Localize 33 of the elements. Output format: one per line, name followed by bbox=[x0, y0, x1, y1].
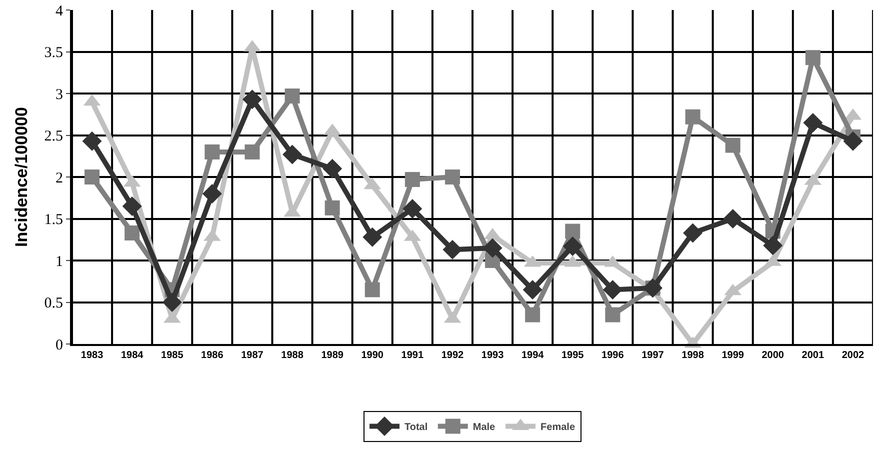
y-tick-label: 1.5 bbox=[44, 212, 63, 228]
y-tick-label: 0 bbox=[56, 337, 63, 354]
legend-label: Total bbox=[404, 422, 428, 434]
y-tick-label: 3 bbox=[56, 86, 63, 103]
x-tick-label: 1988 bbox=[281, 350, 304, 361]
y-tick-label: 0.5 bbox=[44, 296, 63, 312]
x-tick-label: 1992 bbox=[441, 350, 464, 361]
x-tick-label: 1994 bbox=[521, 350, 544, 361]
x-tick-label: 1991 bbox=[401, 350, 424, 361]
x-tick-label: 1997 bbox=[642, 350, 664, 361]
y-axis-title: Incidence/100000 bbox=[12, 107, 31, 247]
x-tick-label: 1999 bbox=[722, 350, 744, 361]
x-tick-label: 1990 bbox=[361, 350, 384, 361]
x-tick-label: 1995 bbox=[561, 350, 584, 361]
y-tick-label: 2.5 bbox=[44, 128, 63, 144]
x-tick-label: 1985 bbox=[161, 350, 184, 361]
y-tick-label: 4 bbox=[56, 3, 64, 20]
x-tick-label: 1987 bbox=[241, 350, 264, 361]
y-tick-label: 3.5 bbox=[44, 45, 63, 61]
x-tick-label: 1986 bbox=[201, 350, 224, 361]
x-tick-label: 1993 bbox=[481, 350, 504, 361]
y-tick-label: 2 bbox=[56, 170, 63, 186]
legend-label: Female bbox=[540, 422, 576, 434]
x-tick-label: 1996 bbox=[602, 350, 624, 361]
x-tick-label: 1984 bbox=[120, 350, 144, 361]
x-tick-label: 2000 bbox=[762, 350, 784, 361]
x-tick-label: 2002 bbox=[842, 350, 865, 361]
x-tick-label: 2001 bbox=[802, 350, 824, 361]
x-tick-label: 1998 bbox=[682, 350, 704, 361]
legend-label: Male bbox=[472, 422, 496, 434]
x-tick-label: 1989 bbox=[321, 350, 344, 361]
x-tick-label: 1983 bbox=[80, 350, 104, 361]
y-tick-label: 1 bbox=[56, 254, 63, 270]
